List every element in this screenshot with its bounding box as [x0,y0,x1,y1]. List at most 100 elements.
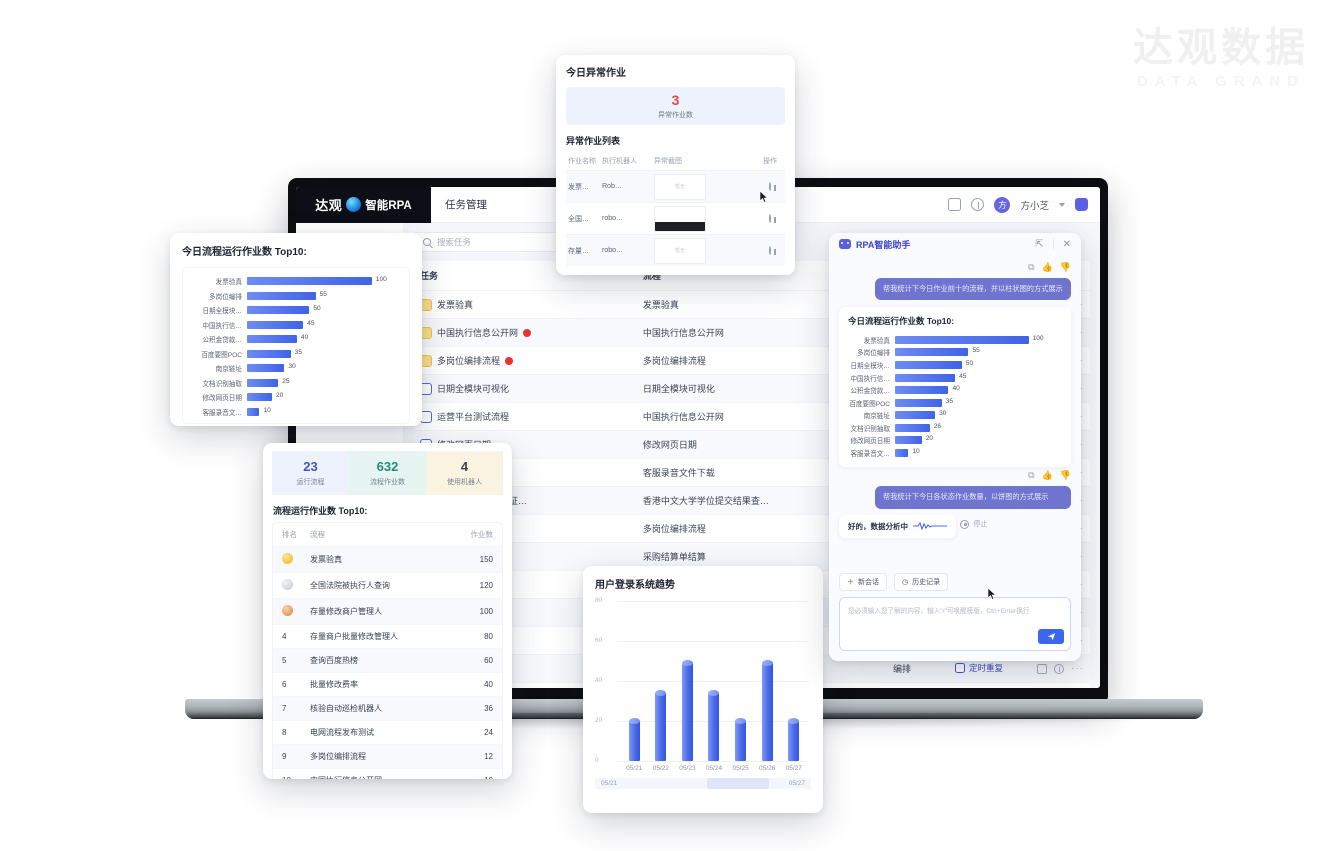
ranking-row[interactable]: 8 电网流程发布测试 24 [273,720,502,744]
thumbs-down-icon[interactable]: 👎 [1059,470,1071,481]
stat-cards: 23 运行流程 632 流程作业数 4 使用机器人 [263,443,512,495]
bar-value: 40 [300,334,309,342]
exception-table: 作业名称 执行机器人 异常截图 操作 发票… Rob… 暂无 全国… robo…… [566,152,785,266]
bar-label: 发票验真 [215,279,242,287]
trigger-badge: 定时重复 [955,662,1003,674]
assistant-title: RPA智能助手 [856,239,911,250]
bar[interactable] [655,690,667,761]
nav-item-task-management[interactable]: 任务管理 [445,199,487,211]
thumbs-up-icon[interactable]: 👍 [1041,470,1053,481]
bar-track: 45 [247,320,403,329]
rank-cell: 4 [282,632,287,641]
ranking-row[interactable]: 4 存量商户批量修改管理人 80 [273,624,502,648]
ranking-row[interactable]: 存量修改商户管理人 100 [273,598,502,624]
bar-track: 20 [895,435,1062,445]
chevron-down-icon[interactable] [1059,202,1065,207]
ranking-row[interactable]: 5 查询百度热榜 60 [273,648,502,672]
slider-knob[interactable] [707,778,770,789]
new-conversation-button[interactable]: ＋ 新会话 [839,573,887,591]
ranking-row[interactable]: 9 多岗位编排流程 12 [273,744,502,768]
bar-track: 100 [895,335,1062,344]
bar-fill [247,349,291,358]
exception-row[interactable]: 全国… robo… [566,202,785,234]
card-title: 今日异常作业 [566,68,626,79]
card-login-trend: 用户登录系统趋势 0 20 40 60 80 05/21 05/22 05/23 05… [583,566,823,813]
slider-left-label: 05/21 [601,780,618,787]
stop-generation-button[interactable]: 停止 [960,519,987,529]
robot-icon [839,239,851,249]
avatar[interactable]: 方 [994,196,1011,213]
thumbs-down-icon[interactable]: 👎 [1059,262,1071,272]
help-icon[interactable] [971,198,985,211]
chart-range-slider[interactable]: 05/21 05/27 [595,778,811,789]
ranking-row[interactable]: 6 批量修改费率 40 [273,672,502,696]
bar[interactable] [761,660,773,761]
info-icon[interactable] [1054,663,1064,674]
bar-label: 客服录音文… [202,409,242,417]
bar-row: 中国执行信… 45 [848,371,1062,384]
ranking-row[interactable]: 全国法院被执行人查询 120 [273,572,502,598]
bar[interactable] [788,718,800,761]
row-action[interactable] [757,246,783,255]
docs-icon[interactable] [948,198,962,211]
exception-row[interactable]: 存量… robo… 暂无 [566,234,785,266]
cell-task: 采购结算单结算 [414,682,637,688]
flow-name: 发票验真 [310,555,342,564]
bar[interactable] [735,718,747,761]
bar-label: 南京链址 [863,413,890,421]
bar-fill [247,364,285,373]
info-icon [769,182,771,191]
message-composer[interactable]: 您必须输入您了解的内容，输入"/"可唤醒模版，Ctrl+Enter换行 [839,588,1071,651]
screenshot-thumb[interactable]: 暂无 [654,237,706,264]
notification-icon[interactable] [1075,198,1088,211]
task-name: 中国执行信息公开网 [437,328,519,338]
close-icon[interactable]: ✕ [1062,238,1071,250]
screenshot-cell: 暂无 [654,237,757,264]
bar[interactable] [681,660,693,761]
logo-text-cn: 达观 [315,198,343,213]
logo-orb-icon [346,197,362,212]
screenshot-thumb[interactable]: 暂无 [654,173,706,200]
task-name: 发票验真 [437,300,474,310]
bar-track: 10 [247,407,403,416]
screenshot-thumb[interactable] [654,205,706,232]
bar-fill [895,449,909,458]
bar[interactable] [628,718,640,761]
stat-value: 23 [303,458,318,474]
job-count: 24 [484,728,493,737]
bar-value: 25 [282,377,290,385]
gridline [617,641,809,642]
bar-track: 40 [895,385,1062,395]
bar-track: 100 [247,276,403,286]
flow-name: 电网流程发布测试 [310,728,374,737]
ranking-row[interactable]: 发票验真 150 [273,546,502,572]
exception-row[interactable]: 发票… Rob… 暂无 [566,170,785,202]
ranking-row[interactable]: 7 核验自动巡检机器人 36 [273,696,502,720]
row-action[interactable] [757,214,783,223]
chip-label: 新会话 [858,579,879,586]
copy-icon[interactable]: ⧉ [1028,470,1035,481]
assistant-chart-title: 今日流程运行作业数 Top10: [848,316,955,327]
send-button[interactable] [1038,629,1064,644]
x-tick-label: 05/24 [705,765,723,772]
edit-icon[interactable] [1037,663,1047,674]
bar-fill [247,320,304,329]
expand-icon[interactable]: ⇱ [1035,238,1044,250]
bar-row: 公积金贷款… 40 [848,384,1062,397]
app-logo[interactable]: 达观 智能RPA [296,187,431,223]
ranking-header-row: 排名 流程 作业数 [273,523,502,546]
copy-icon[interactable]: ⧉ [1028,262,1035,272]
cell-task: 中国执行信息公开网 [414,318,637,347]
bar[interactable] [708,690,720,761]
more-icon[interactable]: ··· [1071,663,1084,674]
row-action[interactable] [757,182,783,191]
job-name: 存量… [568,247,589,255]
flow-name: 存量商户批量修改管理人 [310,632,398,641]
thumbs-up-icon[interactable]: 👍 [1041,262,1053,272]
bar-track: 45 [895,373,1062,382]
exception-list-title: 异常作业列表 [566,136,621,146]
ranking-row[interactable]: 10 中国执行信息公开网 10 [273,768,502,779]
history-button[interactable]: ◷ 历史记录 [894,573,949,591]
rank-cell: 8 [282,728,287,737]
